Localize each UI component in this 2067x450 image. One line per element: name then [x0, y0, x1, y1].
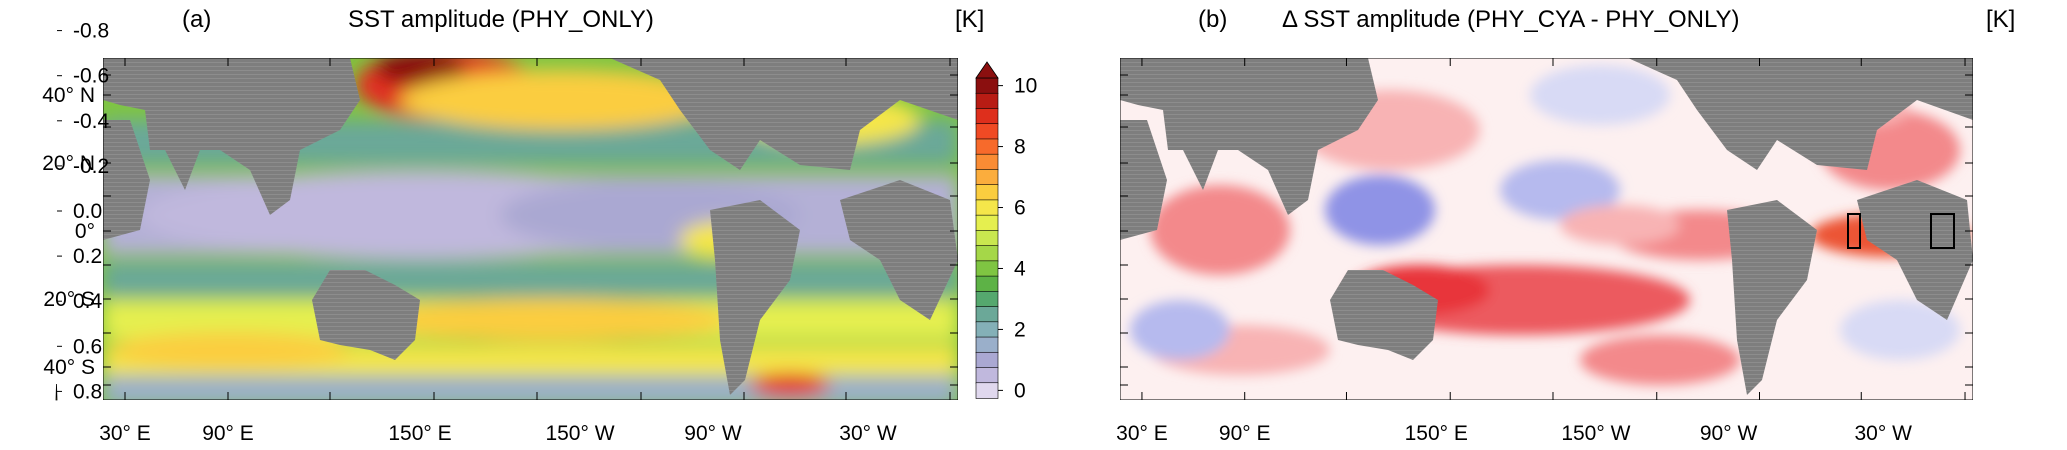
colorbar-tick-label: 0.4	[73, 290, 103, 313]
colorbar-cell	[975, 214, 999, 232]
lon-tick-label: 90° W	[1700, 422, 1758, 445]
colorbar-cell	[975, 77, 999, 95]
panel-a-label: (a)	[182, 6, 211, 33]
panel-b-label: (b)	[1198, 6, 1227, 33]
colorbar-tick-label: -0.8	[73, 20, 109, 43]
colorbar-cell	[975, 306, 999, 323]
lon-tick-label: 30° W	[839, 422, 897, 445]
panel-b-colorbar: 0.8 0.6 0.4 0.2 0.0 -0.2 -0.4 -0.6 -0.8	[55, 20, 110, 403]
colorbar-cell	[975, 108, 999, 125]
colorbar-cell	[975, 351, 999, 369]
western-tropical-atlantic-box	[1847, 213, 1861, 249]
colorbar-tick-label: 0.8	[73, 380, 102, 403]
colorbar-cell	[975, 138, 999, 155]
panel-a-colorbar-cells	[975, 61, 999, 399]
colorbar-cell	[975, 199, 999, 216]
lat-tick-label: 0°	[75, 220, 95, 243]
lon-tick-label: 30° W	[1854, 422, 1912, 445]
panel-b: (b) Δ SST amplitude (PHY_CYA - PHY_ONLY)…	[55, 6, 2015, 445]
lon-tick-label: 150° E	[1405, 422, 1468, 445]
continents	[103, 58, 958, 395]
colorbar-tick-label: 0.2	[73, 245, 102, 268]
colorbar-cell	[975, 92, 999, 110]
colorbar-max-triangle	[55, 383, 58, 401]
panel-a-title: SST amplitude (PHY_ONLY)	[348, 6, 654, 33]
colorbar-tick-label: 4	[1014, 257, 1026, 280]
colorbar-tick-label: 0.6	[73, 335, 102, 358]
colorbar-cell	[975, 123, 999, 140]
colorbar-cell	[975, 230, 999, 247]
colorbar-max-triangle	[975, 61, 999, 79]
colorbar-cell	[975, 169, 999, 186]
colorbar-tick-label: 10	[1014, 75, 1037, 98]
colorbar-tick-label: 6	[1014, 197, 1026, 220]
lon-tick-label: 150° W	[545, 422, 614, 445]
lon-tick-label: 30° E	[1116, 422, 1168, 445]
panel-a-colorbar: 10 8 6 4 2 0	[975, 61, 1037, 402]
panel-b-colorbar-ticks: 0.8 0.6 0.4 0.2 0.0 -0.2 -0.4 -0.6 -0.8	[57, 20, 110, 403]
panel-b-title: Δ SST amplitude (PHY_CYA - PHY_ONLY)	[1282, 6, 1740, 33]
colorbar-cell	[975, 367, 999, 384]
colorbar-cell	[975, 275, 999, 293]
panel-a-axis-ticks: 30° E 90° E 150° E 150° W 90° W 30° W 40° N 20°…	[42, 58, 958, 445]
colorbar-tick-label: 2	[1014, 318, 1026, 341]
colorbar-cell	[975, 245, 999, 262]
lon-tick-label: 90° E	[1219, 422, 1271, 445]
colorbar-cell	[975, 153, 999, 171]
lat-tick-label: 40° N	[42, 84, 95, 107]
panel-b-axis-ticks: 30° E 90° E 150° E 150° W 90° W 30° W	[1116, 58, 1973, 445]
panel-a: (a) SST amplitude (PHY_ONLY) [K]	[42, 6, 1037, 445]
lon-tick-label: 90° W	[684, 422, 742, 445]
panel-a-colorbar-ticks: 10 8 6 4 2 0	[998, 75, 1037, 402]
lon-tick-label: 90° E	[202, 422, 254, 445]
colorbar-cell	[975, 291, 999, 308]
colorbar-cell	[975, 382, 999, 399]
colorbar-tick-label: 0.0	[73, 200, 102, 223]
lat-tick-label: 20° S	[43, 288, 95, 311]
panel-b-map	[1120, 58, 1973, 400]
colorbar-cell	[975, 336, 999, 354]
lon-tick-label: 150° W	[1561, 422, 1630, 445]
continents	[1120, 58, 1973, 395]
panel-a-map	[103, 58, 958, 400]
colorbar-cell	[975, 184, 999, 201]
lon-tick-label: 30° E	[99, 422, 151, 445]
lat-tick-label: 20° N	[42, 152, 95, 175]
colorbar-cell	[975, 321, 999, 338]
lat-tick-label: 40° S	[43, 356, 95, 379]
panel-b-colorbar-cells	[55, 383, 58, 401]
lon-tick-label: 150° E	[388, 422, 451, 445]
panel-b-unit: [K]	[1986, 6, 2015, 33]
colorbar-tick-label: 0	[1014, 379, 1026, 402]
panel-a-unit: [K]	[955, 6, 984, 33]
colorbar-tick-label: -0.2	[73, 155, 109, 178]
colorbar-cell	[975, 260, 999, 277]
colorbar-tick-label: -0.6	[73, 65, 109, 88]
colorbar-tick-label: -0.4	[73, 110, 110, 133]
eastern-tropical-atlantic-box	[1930, 213, 1955, 249]
colorbar-tick-label: 8	[1014, 136, 1026, 159]
